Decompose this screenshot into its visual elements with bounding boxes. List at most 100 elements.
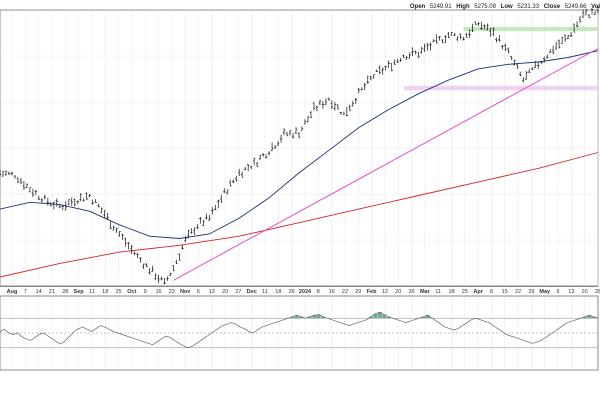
x-tick-label: 14 [36,289,42,295]
price-bar [432,39,435,43]
price-bar [324,98,328,105]
price-bar [348,104,352,111]
price-bar [181,245,184,250]
x-tick-label: 28 [595,289,600,295]
price-bar [369,75,372,81]
price-bar [528,68,531,73]
x-tick-label: 18 [448,289,454,295]
x-tick-label: 8 [490,289,493,295]
price-bar [309,110,313,119]
date-axis: Aug 7 14 21 28 Sep 11 18 25 Oct 9 16 23 Nov 6 13 20 27 Dec… [0,286,600,295]
price-bar [19,178,23,185]
price-bar [43,194,47,200]
price-bar [447,32,450,39]
price-bar [67,199,70,205]
price-bar [342,111,346,115]
price-bar [91,199,94,205]
price-bar [267,151,271,156]
price-bar [166,276,169,281]
low-label: Low [500,4,513,10]
price-bar [557,39,561,49]
price-bar [169,272,172,276]
x-tick-label: 12 [382,289,388,295]
price-bar [330,100,334,110]
price-bar [426,43,429,51]
x-tick-label: Nov [180,289,191,295]
price-bar [495,37,498,43]
price-bar [175,259,178,265]
price-bar [238,168,241,176]
price-bar [249,166,253,170]
price-bar [569,32,573,37]
price-bar [220,194,223,203]
x-tick-label: 16 [329,289,335,295]
volume-label: Vol [591,4,600,10]
price-bar [136,252,139,259]
x-tick-label: Mar [420,289,431,295]
price-bar [255,162,259,167]
price-bar [315,106,319,112]
price-bar [545,54,549,59]
price-bar [208,214,211,221]
x-tick-label: 25 [115,289,121,295]
price-bar [474,21,477,25]
price-bar [345,106,349,117]
price-bar [423,43,426,53]
price-bar [498,35,501,42]
price-bar [504,43,507,51]
price-bar [566,34,570,40]
price-bar [196,223,199,229]
price-bar [444,35,447,44]
x-tick-label: Aug [7,289,18,295]
price-bar [357,88,360,93]
price-bar [70,197,73,206]
price-bar [133,251,136,256]
price-bar [438,36,441,41]
price-bar [531,67,534,71]
price-bar [31,188,35,197]
uptrend-line [173,48,599,281]
price-bar [40,198,44,204]
price-bar [172,265,175,272]
price-bar [34,189,38,196]
price-bar [408,52,411,59]
price-bar [217,199,220,209]
price-bar [261,153,265,157]
price-bar [360,87,363,91]
price-bar [390,63,393,72]
price-bar [414,50,417,55]
price-bar [145,263,148,267]
price-bar [76,200,79,205]
price-bar [548,49,552,53]
price-bar [264,154,268,159]
price-bar [130,245,133,254]
price-bar [459,33,462,40]
price-bar [243,166,247,171]
price-bar [471,23,474,33]
ma50-line [0,50,599,239]
price-bar [384,65,387,71]
x-tick-label: Oct [127,289,136,295]
price-bar [291,132,295,139]
price-bar [187,229,190,239]
price-bar [151,265,154,272]
price-bar [163,277,166,285]
x-tick-label: 20 [582,289,588,295]
price-bar [0,169,2,177]
price-bar [575,21,579,28]
price-bar [232,179,235,184]
price-bar [351,100,355,107]
price-bar [590,8,594,15]
price-bar [453,33,456,37]
x-tick-label: Feb [367,289,377,295]
price-bar [154,273,157,281]
price-bar [411,47,414,56]
price-bar [339,111,343,115]
price-bar [100,207,103,214]
x-tick-label: 9 [144,289,147,295]
price-bar [10,171,14,176]
price-bar [190,228,193,234]
close-value: 5249.66 [564,4,587,10]
x-tick-label: Dec [247,289,257,295]
price-bar [121,233,124,240]
